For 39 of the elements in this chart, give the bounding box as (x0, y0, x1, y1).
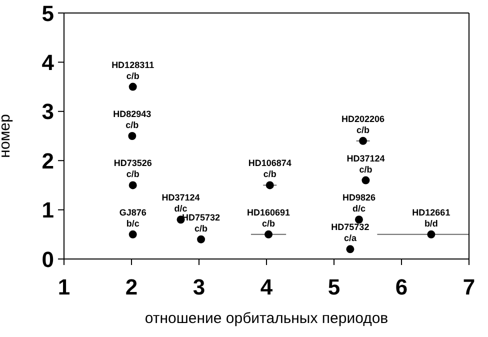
x-tick-label: 1 (58, 274, 70, 300)
annotation: HD106874 c/b (248, 158, 292, 180)
annotation: HD37124 c/b (346, 153, 385, 174)
annotation: HD9826 d/c (342, 192, 376, 214)
y-tick-label: 2 (42, 148, 54, 174)
point (128, 230, 137, 238)
point (128, 82, 137, 91)
annotation: HD75732 c/a (331, 222, 370, 244)
point (354, 216, 363, 224)
x-tick-label: 5 (328, 274, 340, 300)
y-tick-label: 5 (42, 0, 54, 26)
point (266, 181, 274, 190)
annotation: HD12661 b/d (412, 207, 450, 228)
y-tick-label: 4 (42, 50, 55, 76)
point (264, 230, 273, 238)
x-axis-title: отношение орбитальных периодов (144, 310, 388, 327)
x-tick-label: 6 (395, 274, 408, 300)
annotation: HD202206 c/b (342, 114, 385, 135)
annotation: HD128311 c/b (112, 60, 154, 81)
annotation: HD160691 c/b (247, 207, 290, 228)
point (427, 230, 436, 238)
x-tick-label: 3 (192, 274, 206, 300)
y-tick-label: 0 (42, 246, 54, 272)
point (197, 235, 206, 244)
x-tick-label: 2 (125, 274, 138, 300)
y-tick-label: 1 (42, 198, 54, 223)
x-tick-label: 4 (260, 274, 274, 300)
annotation: HD37124 d/c (162, 192, 200, 214)
point (128, 181, 137, 190)
y-tick-label: 3 (42, 99, 54, 124)
annotation: GJ876 b/c (119, 207, 146, 228)
annotation: HD82943 c/b (113, 109, 152, 130)
x-tick-label: 7 (462, 274, 476, 300)
y-axis-title: номер (0, 114, 14, 158)
point (346, 245, 354, 254)
point (359, 136, 368, 145)
point (362, 176, 370, 184)
point (128, 132, 136, 140)
annotation: HD73526 c/b (114, 158, 152, 180)
